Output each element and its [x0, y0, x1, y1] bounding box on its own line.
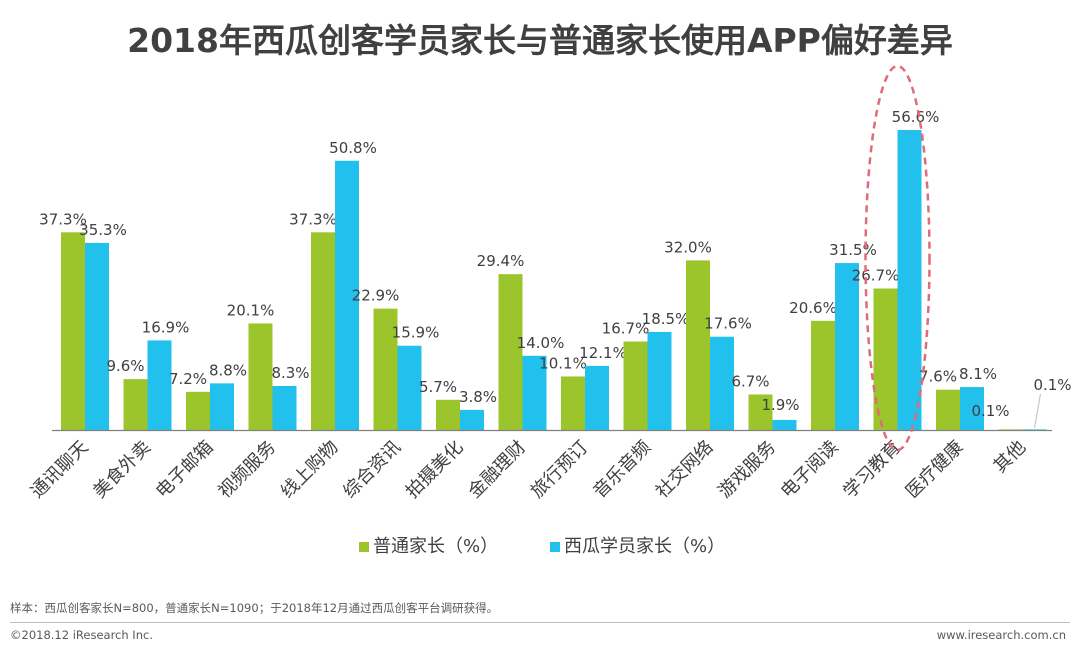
- legend-label-1: 西瓜学员家长（%）: [564, 536, 725, 557]
- bar-ordinary-3: [248, 323, 273, 430]
- legend-swatch-1: [550, 542, 560, 552]
- x-tick-label-0: 通讯聊天: [27, 437, 93, 503]
- sample-note: 样本：西瓜创客家长N=800，普通家长N=1090；于2018年12月通过西瓜创…: [10, 601, 499, 615]
- bar-ordinary-13: [873, 288, 898, 430]
- data-label-ordinary-14: 7.6%: [919, 368, 957, 386]
- data-label-ordinary-6: 5.7%: [419, 378, 457, 396]
- x-tick-label-13: 学习教育: [839, 437, 905, 503]
- data-label-xigua-12: 31.5%: [829, 241, 877, 259]
- bar-xigua-9: [647, 331, 672, 430]
- bar-xigua-8: [585, 365, 609, 430]
- x-tick-label-15: 其他: [990, 437, 1030, 477]
- leader-line-other: [1034, 393, 1041, 429]
- bar-xigua-7: [522, 355, 547, 430]
- bar-ordinary-1: [123, 379, 148, 430]
- x-tick-label-12: 电子阅读: [777, 437, 843, 503]
- data-label-xigua-6: 3.8%: [459, 388, 497, 406]
- data-label-ordinary-10: 32.0%: [664, 238, 712, 256]
- data-label-xigua-2: 8.8%: [209, 361, 247, 379]
- copyright-text: ©2018.12 iResearch Inc.: [10, 628, 153, 642]
- data-label-xigua-1: 16.9%: [142, 318, 190, 336]
- bar-chart: 37.3%35.3%9.6%16.9%7.2% 8.8%20.1%8.3%37.3…: [27, 64, 1072, 557]
- x-tick-label-8: 旅行预订: [527, 437, 593, 503]
- bar-xigua-13: [897, 130, 922, 430]
- data-label-xigua-3: 8.3%: [271, 364, 309, 382]
- bar-ordinary-6: [436, 399, 460, 430]
- bar-xigua-11: [772, 419, 797, 430]
- bar-ordinary-10: [686, 260, 710, 430]
- bar-xigua-1: [147, 340, 172, 430]
- data-label-xigua-9: 18.5%: [642, 310, 690, 328]
- data-label-xigua-10: 17.6%: [704, 315, 752, 333]
- x-tick-label-5: 综合资讯: [339, 437, 405, 503]
- bar-ordinary-11: [748, 394, 773, 430]
- data-label-ordinary-11: 6.7%: [731, 372, 769, 390]
- x-tick-label-14: 医疗健康: [902, 437, 968, 503]
- data-label-ordinary-15: 0.1%: [971, 402, 1009, 420]
- data-label-xigua-4: 50.8%: [329, 139, 377, 157]
- legend-swatch-0: [359, 542, 369, 552]
- x-tick-label-2: 电子邮箱: [152, 437, 218, 503]
- bar-xigua-10: [710, 336, 734, 430]
- data-label-ordinary-8: 10.1%: [539, 354, 587, 372]
- highlight-ellipse: [864, 64, 931, 452]
- data-label-ordinary-0: 37.3%: [39, 210, 87, 228]
- bar-xigua-0: [85, 242, 109, 430]
- bar-xigua-3: [272, 386, 297, 430]
- bar-ordinary-0: [61, 232, 85, 430]
- data-label-ordinary-3: 20.1%: [227, 301, 275, 319]
- bar-xigua-4: [335, 160, 359, 430]
- bar-ordinary-5: [373, 308, 398, 430]
- data-label-xigua-7: 14.0%: [517, 334, 565, 352]
- legend-label-0: 普通家长（%）: [373, 536, 498, 557]
- bar-ordinary-2: [186, 391, 210, 430]
- bar-ordinary-8: [561, 376, 585, 430]
- data-label-ordinary-2: 7.2%: [169, 370, 207, 388]
- data-label-ordinary-4: 37.3%: [289, 210, 337, 228]
- website-text: www.iresearch.com.cn: [936, 628, 1066, 642]
- bar-xigua-15: [1022, 429, 1047, 430]
- x-tick-label-7: 金融理财: [464, 437, 530, 503]
- x-tick-label-11: 游戏服务: [714, 437, 780, 503]
- x-tick-label-6: 拍摄美化: [402, 437, 468, 503]
- data-label-ordinary-5: 22.9%: [352, 287, 400, 305]
- bar-xigua-12: [835, 263, 859, 430]
- bar-xigua-14: [960, 387, 984, 430]
- data-label-ordinary-12: 20.6%: [789, 299, 837, 317]
- x-tick-label-3: 视频服务: [214, 437, 280, 503]
- bar-ordinary-12: [811, 320, 835, 430]
- data-label-ordinary-13: 26.7%: [852, 266, 900, 284]
- x-tick-label-4: 线上购物: [277, 437, 343, 503]
- bar-ordinary-4: [311, 232, 335, 430]
- x-tick-label-1: 美食外卖: [89, 437, 155, 503]
- bar-xigua-5: [397, 345, 422, 430]
- data-label-xigua-13: 56.6%: [892, 108, 940, 126]
- x-tick-label-9: 音乐音频: [589, 437, 655, 503]
- footer-divider: [10, 622, 1070, 623]
- chart-title: 2018年西瓜创客学员家长与普通家长使用APP偏好差异: [127, 21, 953, 60]
- x-tick-label-10: 社交网络: [652, 437, 718, 503]
- data-label-xigua-0: 35.3%: [79, 221, 127, 239]
- data-label-ordinary-7: 29.4%: [477, 252, 525, 270]
- bar-ordinary-15: [998, 429, 1023, 430]
- bar-xigua-6: [460, 409, 484, 430]
- data-label-ordinary-1: 9.6%: [106, 357, 144, 375]
- data-label-xigua-11: 1.9%: [761, 396, 799, 414]
- data-label-ordinary-9: 16.7%: [602, 319, 650, 337]
- bar-ordinary-14: [936, 389, 960, 430]
- bar-xigua-2: [210, 383, 234, 430]
- data-label-xigua-15: 0.1%: [1033, 376, 1071, 394]
- bar-ordinary-7: [498, 274, 523, 430]
- data-label-xigua-14: 8.1%: [959, 365, 997, 383]
- data-label-xigua-8: 12.1%: [579, 344, 627, 362]
- bar-ordinary-9: [623, 341, 648, 430]
- data-label-xigua-5: 15.9%: [392, 324, 440, 342]
